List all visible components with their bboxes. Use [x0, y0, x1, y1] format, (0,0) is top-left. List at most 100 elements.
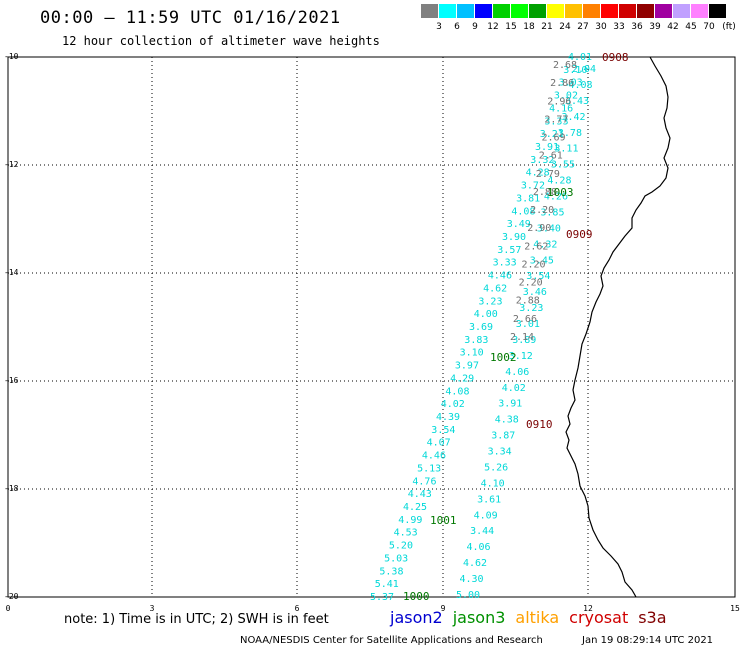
pass-time-label: 0910: [526, 418, 553, 431]
colorbar-swatch: [655, 4, 673, 18]
wave-height-label: 3.11: [554, 144, 578, 155]
wave-height-label: 3.49: [507, 219, 531, 230]
wave-height-label: 2.88: [533, 187, 557, 198]
wave-height-label: 2.68: [553, 60, 577, 71]
wave-height-label: 5.37: [370, 592, 394, 603]
wave-height-label: 4.25: [403, 502, 427, 513]
wave-height-label: 4.46: [422, 451, 446, 462]
wave-height-label: 4.62: [483, 283, 507, 294]
x-tick-label: 0: [6, 604, 11, 613]
wave-height-label: 4.07: [427, 438, 451, 449]
wave-height-label: 3.54: [526, 271, 550, 282]
wave-height-label: 4.00: [474, 309, 498, 320]
wave-height-label: 4.02: [441, 399, 465, 410]
wave-height-label: 3.81: [516, 193, 540, 204]
x-tick-label: 9: [441, 604, 446, 613]
y-tick-label: -14: [4, 268, 19, 277]
wave-height-label: 2.20: [530, 205, 554, 216]
colorbar-label: 9: [472, 22, 478, 32]
wave-height-label: 3.90: [502, 232, 526, 243]
wave-height-label: 4.32: [533, 239, 557, 250]
wave-height-label: 4.10: [481, 478, 505, 489]
colorbar-swatch: [493, 4, 511, 18]
colorbar-label: 30: [595, 22, 607, 32]
wave-height-label: 4.28: [547, 176, 571, 187]
wave-height-label: 3.85: [540, 208, 564, 219]
wave-height-label: 4.53: [394, 528, 418, 539]
wave-height-label: 2.04: [572, 64, 596, 75]
wave-height-label: 2.14: [510, 332, 534, 343]
colorbar-label: 45: [685, 22, 697, 32]
y-tick-label: -20: [4, 592, 19, 601]
colorbar-swatch: [439, 4, 457, 18]
legend-item-s3a: s3a: [638, 608, 667, 627]
wave-height-label: 2.79: [536, 169, 560, 180]
wave-height-label: 2.86: [550, 78, 574, 89]
y-tick-label: -10: [4, 52, 19, 61]
pass-time-label: 1001: [430, 514, 457, 527]
x-tick-label: 15: [730, 604, 740, 613]
wave-height-label: 3.91: [498, 399, 522, 410]
wave-height-label: 3.12: [509, 351, 533, 362]
wave-height-label: 3.72: [521, 181, 545, 192]
generated-date: Jan 19 08:29:14 UTC 2021: [582, 635, 714, 646]
wave-height-label: 4.08: [569, 80, 593, 91]
wave-height-label: 4.46: [488, 271, 512, 282]
colorbar-swatch: [421, 4, 439, 18]
wave-height-label: 2.61: [539, 151, 563, 162]
wave-height-label: 4.01: [568, 52, 592, 63]
wave-height-label: 2.77: [544, 114, 568, 125]
colorbar-label: 6: [454, 22, 460, 32]
wave-height-label: 3.32: [530, 155, 554, 166]
wave-height-label: 4.06: [505, 367, 529, 378]
legend-item-cryosat: cryosat: [569, 608, 629, 627]
colorbar-label: 42: [667, 22, 679, 32]
wave-height-label: 3.40: [537, 223, 561, 234]
units-note: note: 1) Time is in UTC; 2) SWH is in fe…: [64, 612, 329, 627]
wave-height-label: 2.88: [516, 296, 540, 307]
wave-height-label: 3.34: [488, 447, 512, 458]
y-tick-label: -12: [4, 160, 19, 169]
wave-height-label: 3.78: [558, 128, 582, 139]
colorbar-swatch: [547, 4, 565, 18]
page-subtitle: 12 hour collection of altimeter wave hei…: [62, 34, 380, 48]
wave-height-label: 4.39: [436, 412, 460, 423]
wave-height-label: 4.38: [495, 415, 519, 426]
wave-height-label: 2.66: [513, 314, 537, 325]
colorbar-swatch: [457, 4, 475, 18]
x-tick-label: 6: [295, 604, 300, 613]
wave-height-label: 3.46: [523, 287, 547, 298]
wave-height-label: 3.42: [562, 112, 586, 123]
wave-height-label: 3.23: [519, 303, 543, 314]
legend-item-altika: altika: [515, 608, 560, 627]
wave-height-label: 2.20: [519, 278, 543, 289]
wave-height-label: 5.00: [456, 590, 480, 601]
colorbar-label: 15: [505, 22, 517, 32]
wave-height-label: 2.20: [522, 260, 546, 271]
wave-height-label: 4.43: [408, 489, 432, 500]
wave-height-label: 3.57: [497, 245, 521, 256]
wave-height-label: 3.01: [516, 319, 540, 330]
y-tick-label: -16: [4, 376, 19, 385]
colorbar-swatch: [709, 4, 727, 18]
wave-height-label: 4.76: [412, 476, 436, 487]
wave-height-label: 3.33: [544, 116, 568, 127]
wave-height-label: 4.08: [445, 386, 469, 397]
wave-height-label: 2.69: [542, 133, 566, 144]
colorbar-swatch: [601, 4, 619, 18]
colorbar-swatch: [529, 4, 547, 18]
colorbar-label: 3: [436, 22, 442, 32]
colorbar-label: 39: [649, 22, 661, 32]
wave-height-label: 3.21: [540, 129, 564, 140]
map-frame: [7, 56, 736, 598]
wave-height-label: 4.29: [450, 373, 474, 384]
colorbar-swatch: [619, 4, 637, 18]
wave-height-label: 5.26: [484, 463, 508, 474]
colorbar-label: 12: [487, 22, 499, 32]
wave-height-label: 3.89: [512, 335, 536, 346]
pass-time-label: 1003: [547, 186, 574, 199]
wave-height-label: 3.44: [470, 526, 494, 537]
wave-height-label: 4.08: [511, 206, 535, 217]
y-tick-label: -18: [4, 484, 19, 493]
colorbar-swatch: [673, 4, 691, 18]
